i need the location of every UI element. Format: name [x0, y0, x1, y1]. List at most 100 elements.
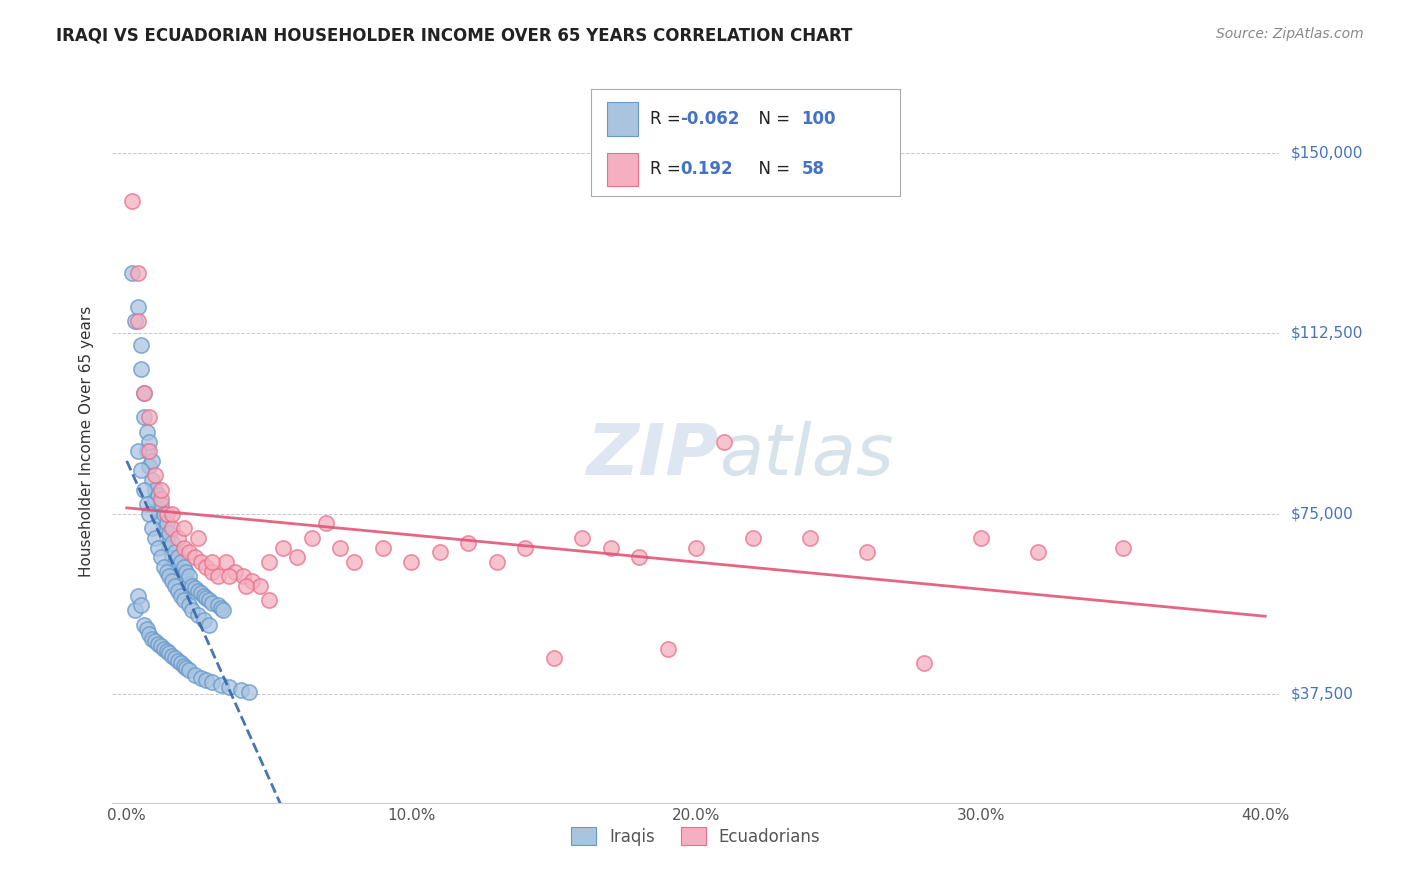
Point [141, 473, 163, 487]
Point [157, 647, 180, 661]
Point [138, 627, 160, 641]
Text: N =: N = [748, 111, 796, 128]
Point [173, 658, 195, 673]
Point [179, 599, 201, 613]
Point [193, 613, 215, 627]
Point [127, 300, 149, 314]
Point [127, 314, 149, 328]
Point [138, 410, 160, 425]
Point [135, 497, 157, 511]
Point [132, 410, 155, 425]
Point [143, 483, 166, 497]
Point [176, 574, 198, 589]
Point [155, 565, 177, 579]
Text: $75,000: $75,000 [1291, 507, 1354, 521]
Point [149, 497, 172, 511]
Point [170, 555, 193, 569]
Point [149, 492, 172, 507]
Point [195, 559, 218, 574]
Point [212, 603, 235, 617]
Point [121, 194, 143, 208]
Point [173, 559, 195, 574]
Point [162, 648, 184, 663]
Text: $112,500: $112,500 [1291, 326, 1362, 341]
Point [235, 579, 257, 593]
Point [129, 338, 152, 352]
Y-axis label: Householder Income Over 65 years: Householder Income Over 65 years [79, 306, 94, 577]
Point [401, 555, 423, 569]
Point [173, 569, 195, 583]
Point [135, 623, 157, 637]
Point [515, 541, 537, 555]
Point [138, 444, 160, 458]
Point [799, 531, 821, 545]
Point [485, 555, 508, 569]
Point [457, 535, 479, 549]
Point [271, 541, 294, 555]
Point [571, 531, 593, 545]
Point [184, 668, 207, 682]
Point [232, 569, 254, 583]
Point [141, 454, 163, 468]
Point [173, 541, 195, 555]
Point [181, 603, 204, 617]
Point [1112, 541, 1135, 555]
Point [176, 661, 198, 675]
Point [429, 545, 451, 559]
Point [201, 675, 224, 690]
Point [187, 607, 209, 622]
Point [187, 531, 209, 545]
Point [167, 654, 190, 668]
Point [132, 617, 155, 632]
Point [124, 603, 146, 617]
Point [176, 565, 198, 579]
Text: ZIP: ZIP [588, 422, 720, 491]
Text: $150,000: $150,000 [1291, 145, 1362, 160]
Point [129, 599, 152, 613]
Point [135, 444, 157, 458]
Text: 0.192: 0.192 [681, 161, 733, 178]
Point [173, 593, 195, 607]
Point [127, 266, 149, 280]
Point [157, 569, 180, 583]
Point [628, 550, 651, 565]
Point [343, 555, 366, 569]
Point [162, 574, 184, 589]
Point [195, 591, 218, 606]
Point [146, 502, 169, 516]
Point [179, 576, 201, 591]
Point [162, 535, 184, 549]
Point [152, 641, 174, 656]
Point [167, 583, 190, 598]
Point [138, 458, 160, 473]
Point [146, 487, 169, 501]
Text: IRAQI VS ECUADORIAN HOUSEHOLDER INCOME OVER 65 YEARS CORRELATION CHART: IRAQI VS ECUADORIAN HOUSEHOLDER INCOME O… [56, 27, 852, 45]
Point [170, 656, 193, 670]
Point [193, 589, 215, 603]
Point [152, 559, 174, 574]
Point [152, 507, 174, 521]
Point [155, 516, 177, 531]
Point [149, 550, 172, 565]
Point [132, 386, 155, 401]
Legend: Iraqis, Ecuadorians: Iraqis, Ecuadorians [565, 821, 827, 852]
Point [201, 555, 224, 569]
Point [167, 531, 190, 545]
Point [257, 593, 280, 607]
Point [155, 531, 177, 545]
Point [138, 507, 160, 521]
Point [238, 685, 260, 699]
Point [969, 531, 991, 545]
Point [124, 314, 146, 328]
Point [152, 521, 174, 535]
Point [184, 582, 207, 596]
Point [173, 521, 195, 535]
Point [207, 569, 229, 583]
Point [329, 541, 352, 555]
Point [190, 555, 212, 569]
Point [179, 545, 201, 559]
Point [162, 507, 184, 521]
Point [209, 600, 232, 615]
Point [184, 550, 207, 565]
Point [143, 634, 166, 648]
